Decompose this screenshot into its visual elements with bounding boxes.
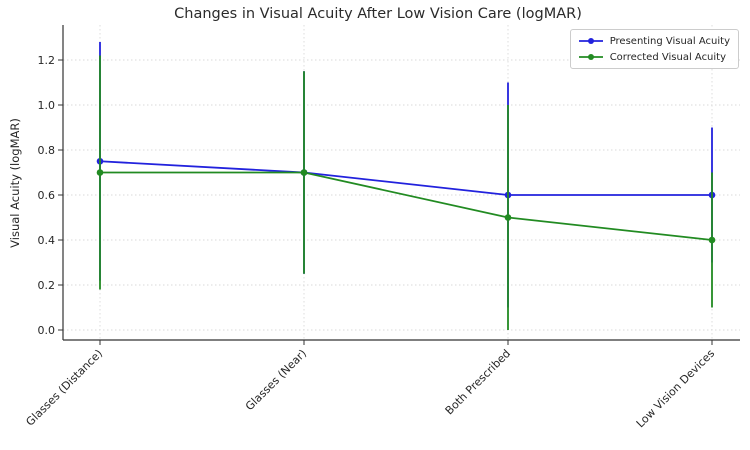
legend-label-corrected: Corrected Visual Acuity: [609, 51, 727, 63]
x-tick-label: Low Vision Devices: [634, 347, 718, 431]
tick-labels: 0.0 0.2 0.4 0.6 0.8 1.0 1.2 Glasses (Distance) G…: [23, 54, 717, 430]
y-tick-label: 1.0: [38, 99, 56, 112]
x-tick-label: Glasses (Distance): [23, 347, 105, 429]
y-axis-label: Visual Acuity (logMAR): [8, 118, 22, 248]
data-series: [96, 42, 716, 330]
legend-item-presenting: Presenting Visual Acuity: [578, 34, 730, 48]
legend-line-marker-icon: [578, 38, 603, 44]
y-tick-label: 0.8: [38, 144, 56, 157]
legend-label-presenting: Presenting Visual Acuity: [609, 35, 730, 47]
y-tick-label: 1.2: [38, 54, 56, 67]
chart-title: Changes in Visual Acuity After Low Visio…: [174, 6, 582, 22]
x-tick-label: Glasses (Near): [243, 347, 309, 413]
legend-line-marker-icon: [578, 54, 603, 60]
y-tick-label: 0.0: [38, 324, 56, 337]
series-corrected: [96, 55, 716, 330]
x-tick-label: Both Prescribed: [443, 347, 513, 417]
data-point-marker: [96, 169, 104, 176]
y-tick-label: 0.2: [38, 279, 56, 292]
series-line: [100, 171, 713, 241]
series-presenting: [96, 42, 716, 308]
y-tick-label: 0.6: [38, 189, 56, 202]
data-point-marker: [300, 169, 308, 176]
y-tick-label: 0.4: [38, 234, 56, 247]
data-point-marker: [708, 236, 716, 244]
legend: Presenting Visual Acuity Corrected Visua…: [569, 29, 739, 69]
legend-item-corrected: Corrected Visual Acuity: [578, 50, 730, 64]
series-line: [99, 160, 712, 196]
axes: [58, 25, 740, 345]
data-point-marker: [504, 214, 512, 221]
